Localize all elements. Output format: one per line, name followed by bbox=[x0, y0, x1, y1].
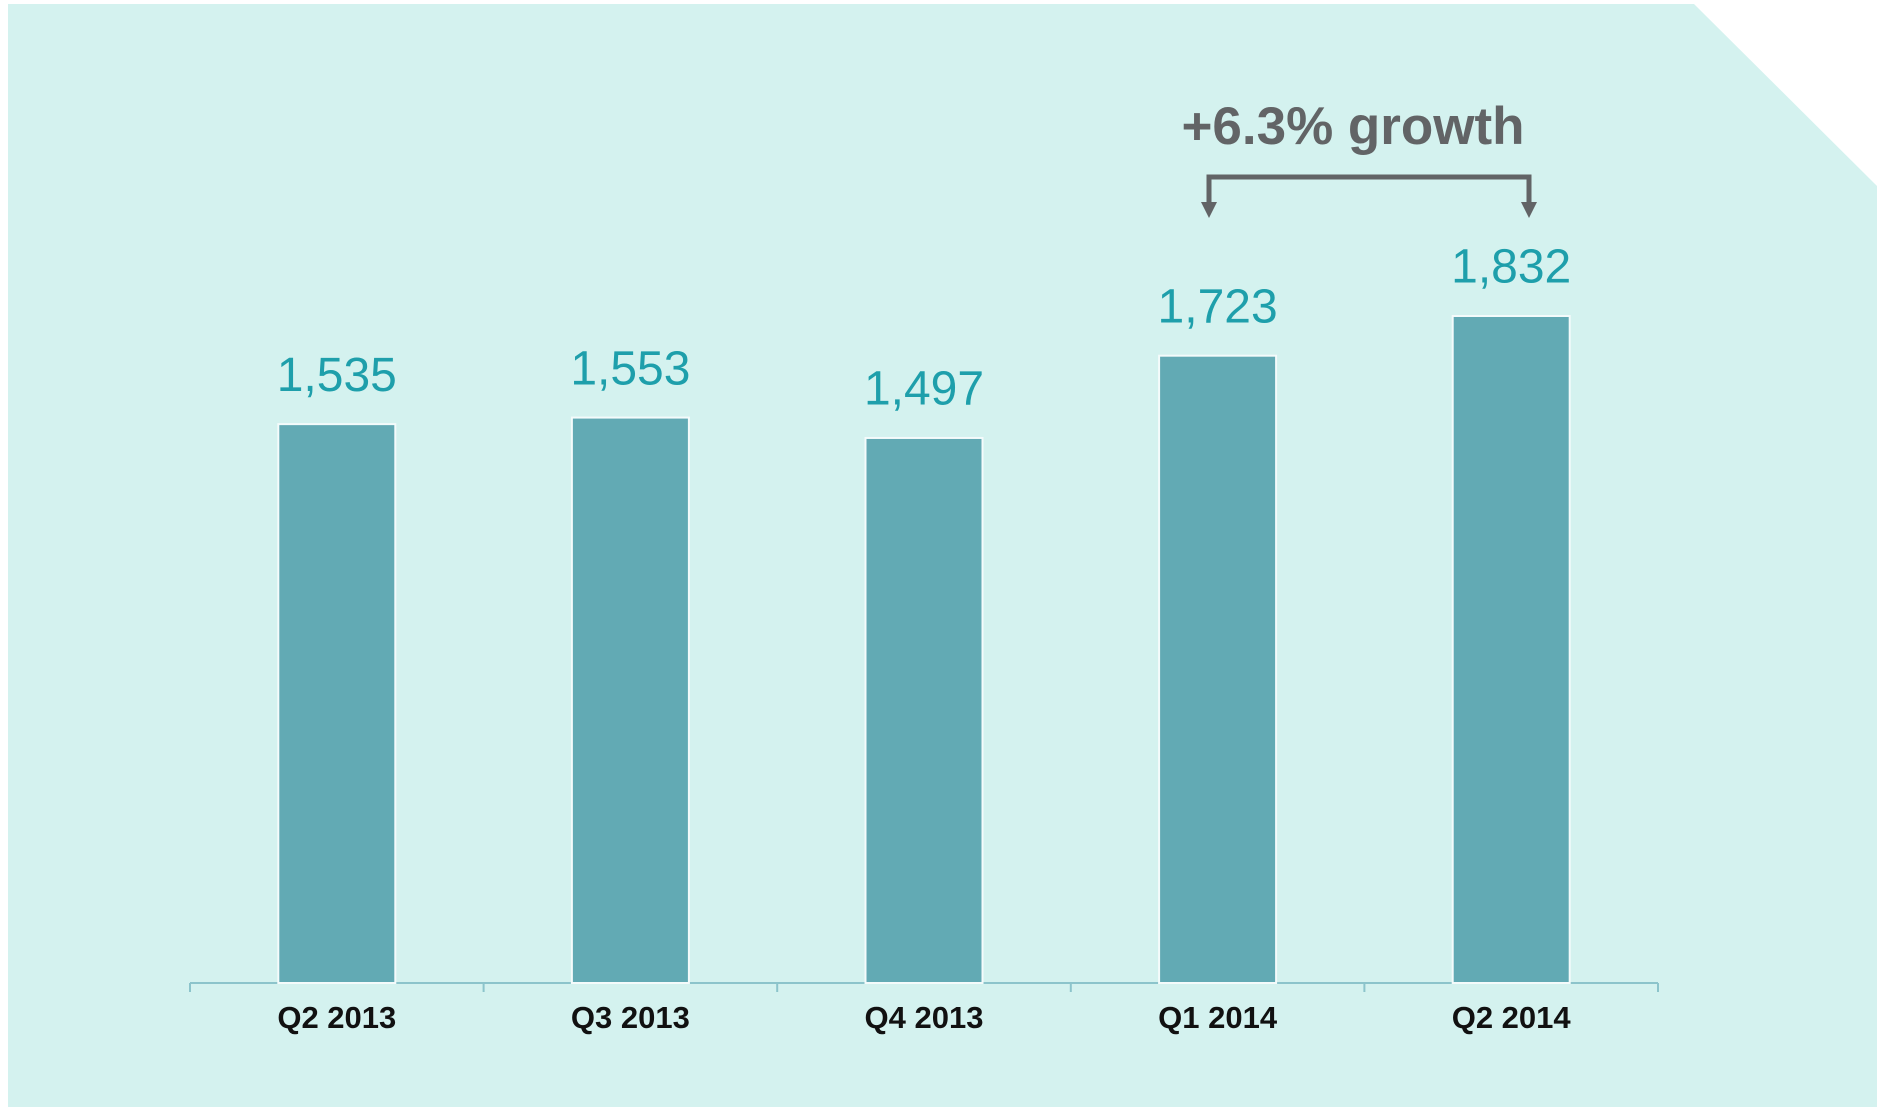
data-label: 1,497 bbox=[864, 363, 984, 416]
plot-area: 1,535 Q2 2013 1,553 Q3 2013 1,497 Q4 2013 1,72… bbox=[189, 241, 1659, 1035]
data-label: 1,723 bbox=[1158, 280, 1278, 333]
bracket-line bbox=[1206, 174, 1532, 205]
x-tick-label: Q2 2013 bbox=[277, 1000, 396, 1035]
data-label: 1,553 bbox=[570, 342, 690, 395]
x-tick-label: Q1 2014 bbox=[1158, 1000, 1278, 1035]
x-tick-label: Q3 2013 bbox=[571, 1000, 690, 1035]
bar bbox=[570, 416, 690, 984]
bar bbox=[1451, 315, 1571, 984]
bracket-arrow bbox=[1521, 202, 1537, 218]
bar bbox=[277, 423, 397, 984]
data-label: 1,535 bbox=[277, 349, 397, 402]
x-tick-label: Q2 2014 bbox=[1452, 1000, 1572, 1035]
growth-bracket bbox=[1206, 174, 1532, 205]
bar bbox=[1158, 354, 1278, 984]
bar bbox=[864, 436, 984, 985]
growth-annotation: +6.3% growth bbox=[1181, 97, 1524, 156]
data-label: 1,832 bbox=[1451, 241, 1571, 294]
bracket-arrow bbox=[1201, 202, 1217, 218]
x-tick-label: Q4 2013 bbox=[865, 1000, 984, 1035]
